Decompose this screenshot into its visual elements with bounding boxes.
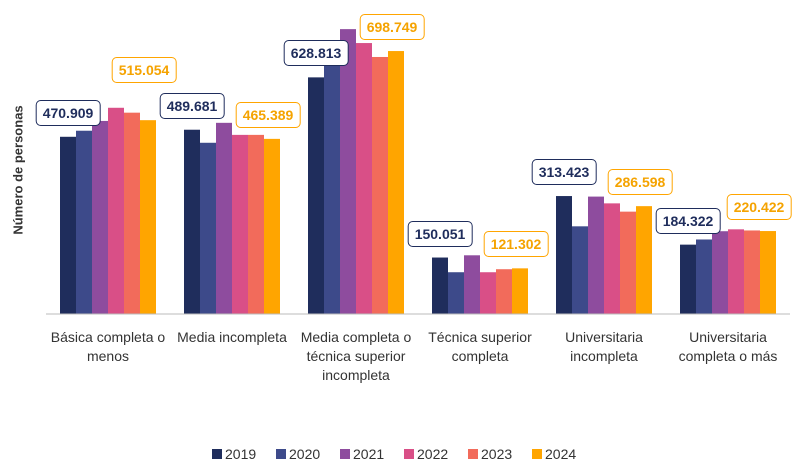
data-label: 515.054 bbox=[111, 57, 177, 84]
bar bbox=[200, 142, 216, 314]
data-label: 150.051 bbox=[407, 220, 473, 247]
bar bbox=[264, 138, 280, 314]
data-label: 313.423 bbox=[531, 159, 597, 186]
legend-swatch bbox=[532, 449, 542, 459]
bar bbox=[432, 257, 448, 314]
bar bbox=[556, 196, 572, 314]
bar bbox=[448, 272, 464, 314]
bar bbox=[696, 239, 712, 314]
bar bbox=[372, 56, 388, 314]
data-label: 628.813 bbox=[283, 40, 349, 67]
legend-label: 2019 bbox=[225, 446, 257, 462]
bar bbox=[340, 29, 356, 315]
bar bbox=[308, 77, 324, 314]
bar bbox=[636, 206, 652, 314]
bar bbox=[712, 231, 728, 314]
legend-item: 2021 bbox=[340, 446, 384, 462]
bar bbox=[620, 211, 636, 314]
legend-swatch bbox=[340, 449, 350, 459]
bar bbox=[480, 272, 496, 314]
bar bbox=[680, 244, 696, 314]
bar bbox=[324, 64, 340, 315]
legend-label: 2021 bbox=[353, 446, 385, 462]
bar bbox=[572, 226, 588, 314]
bar bbox=[464, 255, 480, 314]
legend-swatch bbox=[468, 449, 478, 459]
legend-item: 2020 bbox=[276, 446, 320, 462]
bar bbox=[744, 230, 760, 314]
y-axis-label: Número de personas bbox=[10, 105, 26, 235]
legend-swatch bbox=[212, 449, 222, 459]
bar bbox=[496, 269, 512, 314]
legend-item: 2022 bbox=[404, 446, 448, 462]
bar bbox=[728, 229, 744, 314]
x-tick-label: Universitaria completa o más bbox=[678, 329, 778, 364]
data-label: 489.681 bbox=[159, 92, 225, 119]
data-label: 220.422 bbox=[726, 194, 792, 221]
data-label: 465.389 bbox=[235, 101, 301, 128]
x-tick-label: Técnica superior completa bbox=[428, 329, 532, 364]
bar bbox=[140, 120, 156, 314]
bar bbox=[356, 43, 372, 314]
legend-swatch bbox=[276, 449, 286, 459]
data-label: 286.598 bbox=[607, 169, 673, 196]
bar bbox=[248, 134, 264, 314]
bar bbox=[512, 268, 528, 314]
bar bbox=[60, 136, 76, 314]
data-label: 184.322 bbox=[655, 207, 721, 234]
bar bbox=[216, 122, 232, 315]
bar bbox=[388, 51, 404, 315]
legend-swatch bbox=[404, 449, 414, 459]
bar bbox=[184, 129, 200, 314]
data-label: 698.749 bbox=[359, 14, 425, 41]
x-tick-label: Básica completa o menos bbox=[50, 329, 166, 364]
bar bbox=[124, 112, 140, 314]
x-tick-label: Media incompleta bbox=[177, 329, 287, 345]
data-label: 470.909 bbox=[35, 99, 101, 126]
x-tick-label: Media completa o técnica superior incomp… bbox=[300, 329, 412, 383]
x-tick-label: Universitaria incompleta bbox=[565, 329, 643, 364]
legend-label: 2024 bbox=[545, 446, 577, 462]
legend-label: 2022 bbox=[417, 446, 449, 462]
bar bbox=[232, 134, 248, 314]
legend-item: 2019 bbox=[212, 446, 256, 462]
bar bbox=[108, 107, 124, 314]
bar bbox=[76, 130, 92, 314]
data-label: 121.302 bbox=[483, 231, 549, 258]
legend-item: 2024 bbox=[532, 446, 576, 462]
legend-label: 2020 bbox=[289, 446, 321, 462]
bar bbox=[588, 196, 604, 314]
bar bbox=[760, 231, 776, 314]
bar bbox=[604, 203, 620, 314]
legend-item: 2023 bbox=[468, 446, 512, 462]
bar bbox=[92, 120, 108, 314]
legend-label: 2023 bbox=[481, 446, 513, 462]
